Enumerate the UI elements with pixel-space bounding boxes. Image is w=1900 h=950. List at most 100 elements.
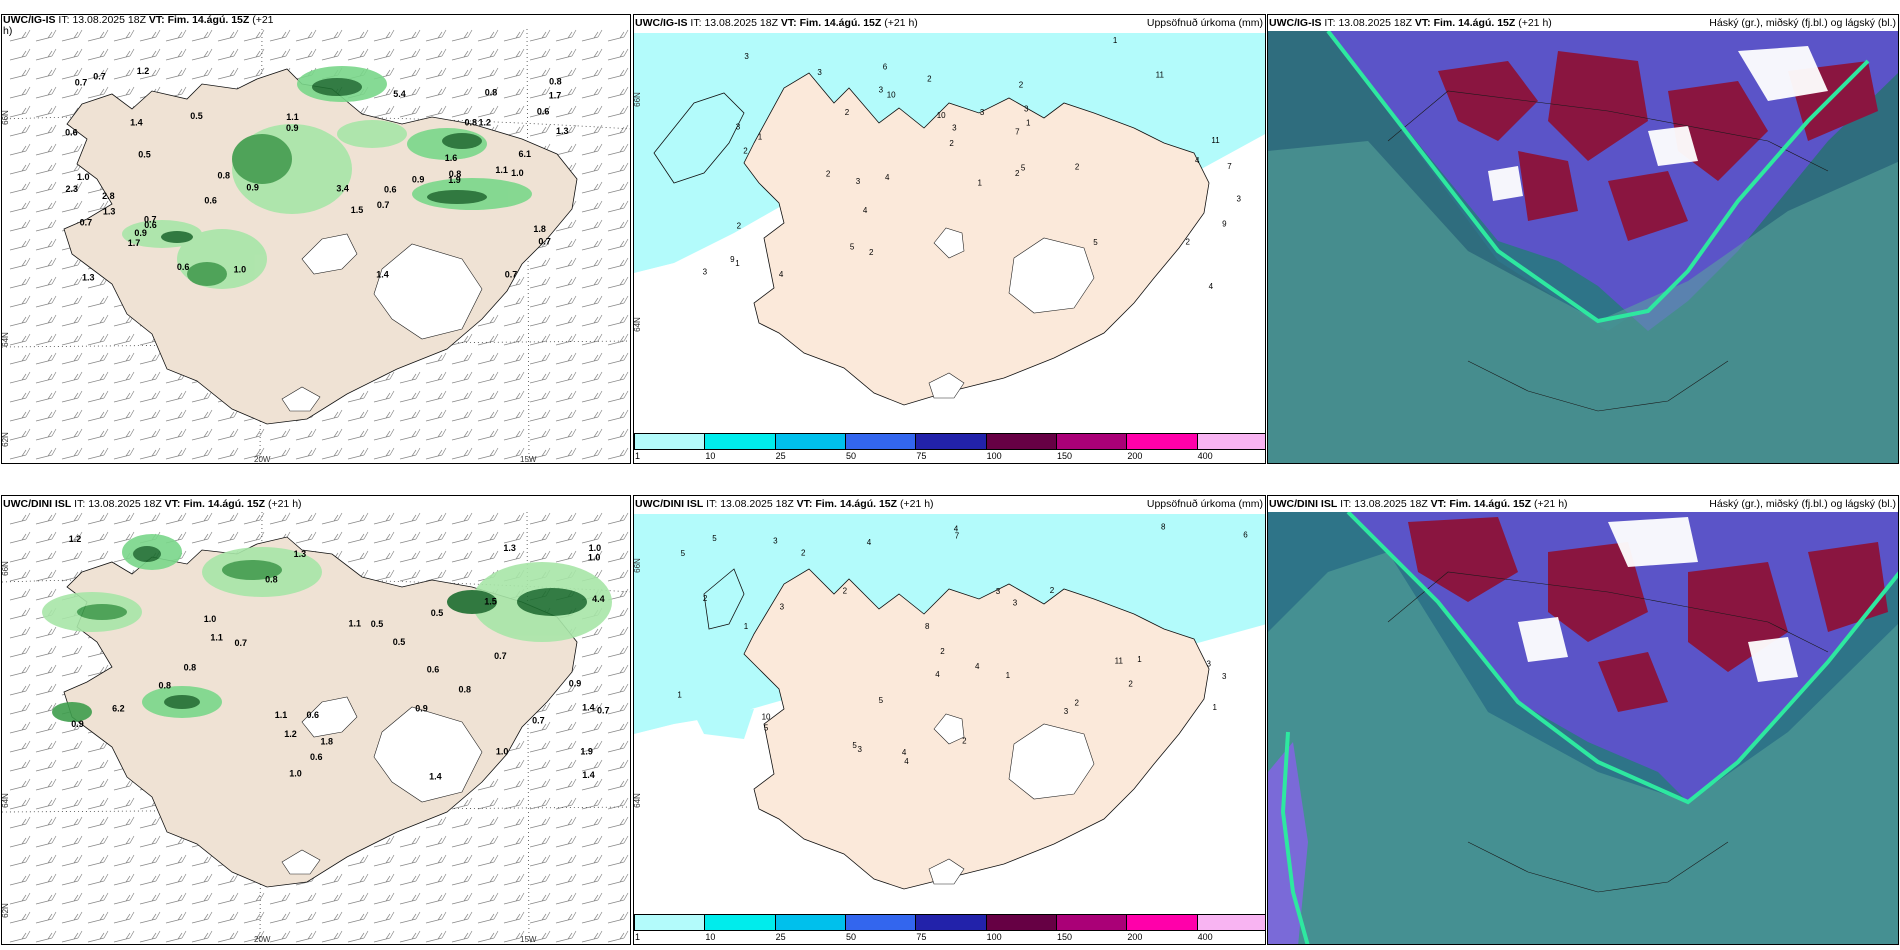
- precip-value-label: 1.5: [484, 597, 497, 607]
- wind-barb: [555, 873, 577, 886]
- wind-barb: [503, 295, 525, 308]
- precip-value-label: 1: [1026, 119, 1031, 128]
- wind-barb: [373, 854, 395, 867]
- wind-barb: [9, 48, 31, 61]
- precip-value-label: 0.9: [134, 228, 147, 238]
- wind-barb: [139, 447, 161, 460]
- wind-barb: [451, 371, 473, 384]
- precip-value-label: 0.9: [71, 719, 84, 729]
- low-cloud-band: [1268, 141, 1898, 463]
- panel-header: UWC/DINI ISL IT: 13.08.2025 18Z VT: Fim.…: [1269, 498, 1896, 510]
- panel-bot-right: UWC/DINI ISL IT: 13.08.2025 18Z VT: Fim.…: [1267, 495, 1899, 945]
- wind-barb: [35, 759, 57, 772]
- wind-barb: [243, 447, 265, 460]
- precip-value-label: 5: [764, 723, 769, 732]
- wind-barb: [503, 447, 525, 460]
- wind-barb: [61, 276, 83, 289]
- precip-value-label: 4: [935, 670, 940, 679]
- precip-value-label: 0.7: [93, 72, 106, 82]
- wind-barb: [61, 200, 83, 213]
- wind-barb: [61, 797, 83, 810]
- wind-barb: [503, 797, 525, 810]
- wind-barb: [607, 447, 629, 460]
- wind-barb: [243, 531, 265, 544]
- wind-barb: [607, 740, 629, 753]
- wind-barb: [35, 797, 57, 810]
- wind-barb: [35, 124, 57, 137]
- wind-barb: [9, 873, 31, 886]
- wind-barb: [321, 428, 343, 441]
- wind-barb: [503, 531, 525, 544]
- wind-barb: [191, 390, 213, 403]
- wind-barb: [61, 447, 83, 460]
- precip-value-label: 0.7: [75, 78, 88, 88]
- wind-barb: [87, 778, 109, 791]
- wind-barb: [35, 873, 57, 886]
- wind-barb: [607, 276, 629, 289]
- wind-barb: [529, 930, 551, 943]
- high-cloud: [1438, 51, 1878, 241]
- wind-barb: [451, 835, 473, 848]
- wind-barb: [321, 512, 343, 525]
- wind-barb: [295, 930, 317, 943]
- wind-barb: [139, 48, 161, 61]
- wind-barb: [399, 835, 421, 848]
- lat-label: 64N: [1, 793, 10, 808]
- wind-barb: [113, 428, 135, 441]
- model-name: UWC/IG-IS: [3, 14, 56, 26]
- wind-barb: [555, 512, 577, 525]
- wind-barb: [503, 835, 525, 848]
- precip-value-label: 0.7: [505, 269, 518, 279]
- wind-barb: [61, 29, 83, 42]
- wind-barb: [607, 550, 629, 563]
- model-name: UWC/DINI ISL: [3, 498, 72, 510]
- wind-barb: [529, 531, 551, 544]
- wind-barb: [503, 816, 525, 829]
- wind-barb: [607, 569, 629, 582]
- precip-value-label: 5: [879, 696, 884, 705]
- wind-barb: [9, 835, 31, 848]
- wind-barb: [581, 759, 603, 772]
- wind-barb: [373, 930, 395, 943]
- wind-barb: [581, 683, 603, 696]
- wind-barb: [87, 447, 109, 460]
- colorbar-tick: 50: [846, 932, 857, 942]
- wind-barb: [139, 29, 161, 42]
- precip-value-label: 4.4: [592, 594, 605, 604]
- wind-barb: [399, 911, 421, 924]
- precip-value-label: 1.0: [204, 614, 217, 624]
- wind-barb: [35, 67, 57, 80]
- wind-barb: [87, 892, 109, 905]
- precip-value-label: 0.8: [485, 88, 498, 98]
- precip-value-label: 1.9: [448, 175, 461, 185]
- wind-barb: [113, 48, 135, 61]
- wind-barb: [165, 854, 187, 867]
- wind-barb: [607, 702, 629, 715]
- precip-value-label: 0.8: [465, 118, 478, 128]
- wind-barb: [399, 409, 421, 422]
- colorbar-swatch: [634, 914, 706, 931]
- wind-barb: [165, 892, 187, 905]
- wind-barb: [35, 86, 57, 99]
- wind-barb: [347, 29, 369, 42]
- wind-barb: [35, 721, 57, 734]
- wind-barb: [61, 409, 83, 422]
- wind-barb: [373, 835, 395, 848]
- wind-barb: [139, 409, 161, 422]
- wind-barb: [61, 531, 83, 544]
- wind-barb: [581, 143, 603, 156]
- colorbar-swatch: [985, 914, 1057, 931]
- wind-barb: [269, 48, 291, 61]
- wind-barb: [425, 569, 447, 582]
- vt-value: VT: Fim. 14.ágú. 15Z: [796, 498, 898, 510]
- wind-barb: [581, 702, 603, 715]
- wind-barb: [165, 67, 187, 80]
- wind-barb: [87, 48, 109, 61]
- lat-label: 64N: [1, 332, 10, 347]
- precip-value-label: 3: [1237, 194, 1242, 203]
- wind-barb: [555, 721, 577, 734]
- lat-label: 64N: [633, 317, 642, 332]
- wind-barb: [61, 645, 83, 658]
- colorbar-tick: 100: [986, 451, 1002, 461]
- wind-barb: [581, 352, 603, 365]
